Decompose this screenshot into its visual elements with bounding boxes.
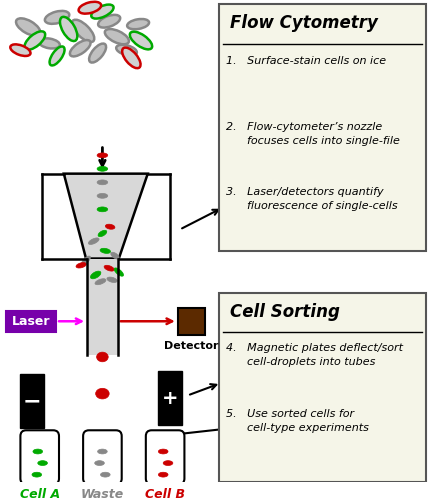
Text: +: + <box>162 389 178 408</box>
Ellipse shape <box>98 484 107 488</box>
Ellipse shape <box>95 278 106 284</box>
Text: 1.   Surface-stain cells on ice: 1. Surface-stain cells on ice <box>226 56 386 66</box>
Ellipse shape <box>82 256 91 265</box>
FancyBboxPatch shape <box>178 308 205 335</box>
Ellipse shape <box>79 2 101 14</box>
Ellipse shape <box>50 46 64 66</box>
Ellipse shape <box>104 266 114 271</box>
Ellipse shape <box>95 460 104 466</box>
Polygon shape <box>159 372 182 426</box>
Text: Detector: Detector <box>164 340 218 350</box>
Ellipse shape <box>10 44 31 56</box>
FancyBboxPatch shape <box>6 310 56 332</box>
Ellipse shape <box>72 20 94 42</box>
Text: 2.   Flow-cytometer’s nozzle
      focuses cells into single-file: 2. Flow-cytometer’s nozzle focuses cells… <box>226 122 400 146</box>
Ellipse shape <box>159 472 168 477</box>
Ellipse shape <box>98 230 107 236</box>
Text: 5.   Use sorted cells for
      cell-type experiments: 5. Use sorted cells for cell-type experi… <box>226 409 369 433</box>
Text: 3.   Laser/detectors quantify
      fluorescence of single-cells: 3. Laser/detectors quantify fluorescence… <box>226 187 397 211</box>
Text: Waste: Waste <box>81 488 124 500</box>
Ellipse shape <box>122 48 141 68</box>
Text: Flow Cytometry: Flow Cytometry <box>230 14 378 32</box>
FancyBboxPatch shape <box>20 430 59 484</box>
Ellipse shape <box>127 19 149 29</box>
Ellipse shape <box>89 44 106 62</box>
Text: Cell B: Cell B <box>145 488 185 500</box>
Ellipse shape <box>159 449 168 454</box>
Ellipse shape <box>70 40 91 56</box>
Ellipse shape <box>33 449 43 454</box>
Ellipse shape <box>98 449 107 454</box>
Ellipse shape <box>97 352 108 362</box>
Ellipse shape <box>105 29 129 44</box>
Ellipse shape <box>38 460 48 466</box>
Ellipse shape <box>116 45 137 56</box>
Ellipse shape <box>97 207 108 212</box>
Polygon shape <box>26 436 53 478</box>
Ellipse shape <box>100 248 111 254</box>
Ellipse shape <box>97 166 108 171</box>
Polygon shape <box>20 374 44 428</box>
Ellipse shape <box>24 32 45 50</box>
FancyBboxPatch shape <box>219 294 426 482</box>
Ellipse shape <box>97 153 108 158</box>
FancyBboxPatch shape <box>219 4 426 251</box>
Ellipse shape <box>114 268 123 276</box>
Text: Laser: Laser <box>12 315 50 328</box>
Polygon shape <box>89 436 116 478</box>
Ellipse shape <box>105 224 115 229</box>
FancyBboxPatch shape <box>146 430 184 484</box>
Ellipse shape <box>36 484 45 488</box>
Ellipse shape <box>97 194 108 198</box>
Ellipse shape <box>162 484 172 488</box>
Ellipse shape <box>39 38 60 48</box>
Text: Cell Sorting: Cell Sorting <box>230 303 340 321</box>
Ellipse shape <box>76 262 86 268</box>
Ellipse shape <box>130 32 152 50</box>
Ellipse shape <box>98 15 120 28</box>
Ellipse shape <box>32 472 42 477</box>
FancyBboxPatch shape <box>83 430 122 484</box>
Ellipse shape <box>97 180 108 185</box>
Ellipse shape <box>111 252 119 259</box>
Ellipse shape <box>16 18 40 36</box>
Ellipse shape <box>91 271 101 279</box>
Ellipse shape <box>100 472 110 477</box>
Polygon shape <box>87 258 118 355</box>
Ellipse shape <box>45 11 69 24</box>
Text: 4.   Magnetic plates deflect/sort
      cell-droplets into tubes: 4. Magnetic plates deflect/sort cell-dro… <box>226 344 403 367</box>
Polygon shape <box>64 174 148 258</box>
Polygon shape <box>151 436 178 478</box>
Ellipse shape <box>163 460 173 466</box>
Ellipse shape <box>107 277 117 282</box>
Text: Cell A: Cell A <box>20 488 60 500</box>
Ellipse shape <box>60 17 77 41</box>
Ellipse shape <box>91 4 114 18</box>
Ellipse shape <box>88 238 99 244</box>
Text: −: − <box>23 392 41 411</box>
Ellipse shape <box>95 388 109 399</box>
